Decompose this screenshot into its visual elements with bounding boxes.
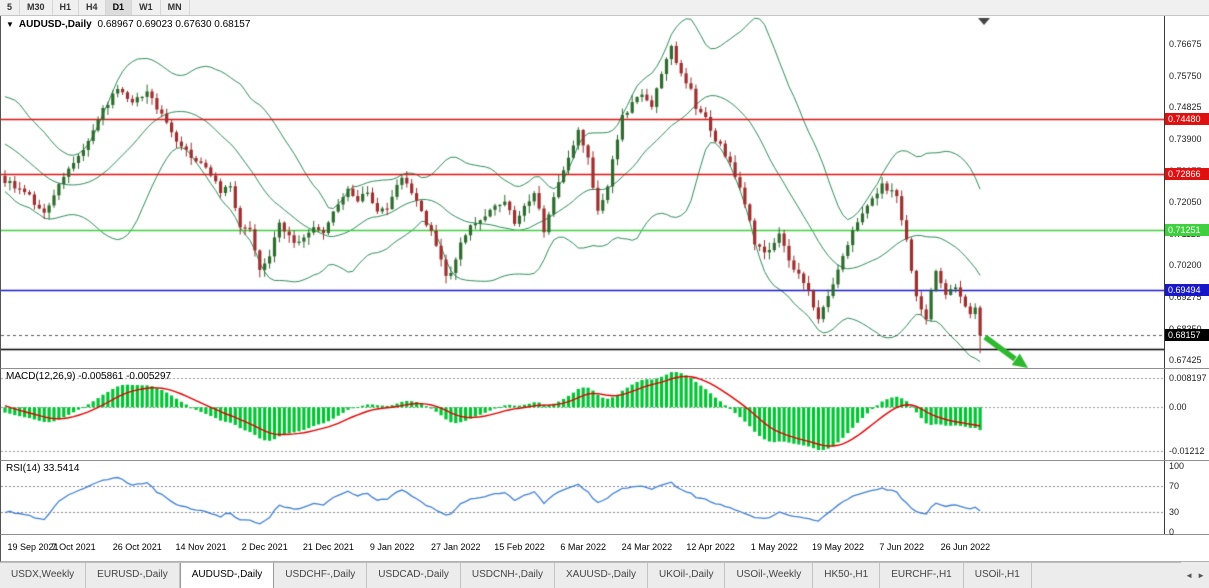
time-axis-label: 26 Oct 2021 (112, 542, 162, 552)
period-button-5[interactable]: 5 (0, 0, 21, 15)
price-level-badge: 0.74480 (1165, 113, 1209, 126)
chart-tab-hk50-h1[interactable]: HK50-,H1 (813, 563, 881, 588)
chart-tab-xauusd-daily[interactable]: XAUUSD-,Daily (554, 563, 648, 588)
price-scale-label: 0.74825 (1169, 102, 1202, 113)
rsi-scale-label: 30 (1169, 507, 1180, 518)
rsi-scale[interactable]: 100 70 30 0 (1164, 461, 1209, 537)
time-axis-label: 19 May 2022 (811, 542, 865, 552)
time-axis-label: 2 Dec 2021 (241, 542, 288, 552)
price-scale-label: 0.72050 (1169, 197, 1202, 208)
price-level-badge: 0.69494 (1165, 283, 1209, 296)
time-axis-label: 9 Jan 2022 (369, 542, 415, 552)
price-chart-canvas[interactable] (1, 16, 1164, 368)
chart-tab-eurusd-daily[interactable]: EURUSD-,Daily (86, 563, 180, 588)
rsi-scale-label: 70 (1169, 480, 1180, 491)
macd-canvas[interactable] (1, 369, 1164, 460)
chart-tab-ukoil-daily[interactable]: UKOil-,Daily (648, 563, 726, 588)
macd-scale[interactable]: 0.008197 0.00 -0.01212 (1164, 369, 1209, 460)
macd-scale-label: -0.01212 (1169, 446, 1205, 457)
chart-tab-audusd-daily[interactable]: AUDUSD-,Daily (179, 563, 275, 588)
time-axis-label: 7 Jun 2022 (879, 542, 924, 552)
price-scale[interactable]: 0.766750.757500.748250.739000.729750.720… (1164, 16, 1209, 368)
price-scale-label: 0.76675 (1169, 39, 1202, 50)
time-axis-label: 24 Mar 2022 (621, 542, 673, 552)
price-scale-label: 0.68350 (1169, 324, 1202, 334)
period-button-w1[interactable]: W1 (132, 0, 161, 15)
period-button-h4[interactable]: H4 (79, 0, 106, 15)
rsi-pane: RSI(14) 33.5414 100 70 30 0 (0, 461, 1209, 537)
price-level-badge: 0.71251 (1165, 223, 1209, 236)
chart-tab-usoil-h1[interactable]: USOil-,H1 (963, 563, 1032, 588)
period-button-m30[interactable]: M30 (20, 0, 53, 15)
macd-scale-label: 0.00 (1169, 402, 1187, 413)
price-scale-label: 0.69275 (1169, 292, 1202, 303)
time-axis-label: 26 Jun 2022 (940, 542, 991, 552)
chart-tab-usdcnh-daily[interactable]: USDCNH-,Daily (460, 563, 555, 588)
price-level-badge: 0.72866 (1165, 168, 1209, 181)
rsi-canvas[interactable] (1, 461, 1164, 534)
time-axis-label: 19 Sep 2021 (7, 542, 59, 552)
price-scale-label: 0.70200 (1169, 260, 1202, 271)
time-axis-label: 14 Nov 2021 (175, 542, 227, 552)
period-button-d1[interactable]: D1 (105, 0, 133, 15)
time-axis-label: 12 Apr 2022 (686, 542, 735, 552)
chart-tab-usdx-weekly[interactable]: USDX,Weekly (0, 563, 87, 588)
chart-tab-usdchf-daily[interactable]: USDCHF-,Daily (274, 563, 368, 588)
chart-tab-usoil-weekly[interactable]: USOil-,Weekly (725, 563, 814, 588)
time-axis-label: 7 Oct 2021 (51, 542, 96, 552)
chart-tab-usdcad-daily[interactable]: USDCAD-,Daily (367, 563, 461, 588)
time-axis-label: 6 Mar 2022 (560, 542, 606, 552)
chart-tab-eurchf-h1[interactable]: EURCHF-,H1 (880, 563, 964, 588)
price-scale-label: 0.75750 (1169, 70, 1202, 81)
time-axis-label: 21 Dec 2021 (302, 542, 354, 552)
price-pane: ▼ AUDUSD-,Daily 0.68967 0.69023 0.67630 0… (0, 16, 1209, 369)
tab-scroll-right-icon[interactable]: ► (1197, 570, 1205, 580)
time-axis-label: 15 Feb 2022 (494, 542, 545, 552)
price-level-badge: 0.68157 (1165, 329, 1209, 342)
rsi-scale-label: 0 (1169, 527, 1175, 537)
period-button-mn[interactable]: MN (161, 0, 190, 15)
time-axis[interactable]: 19 Sep 2021 7 Oct 2021 26 Oct 2021 14 Nov 2… (0, 535, 1209, 562)
time-axis-label: 1 May 2022 (750, 542, 798, 552)
tab-scroll-left-icon[interactable]: ◄ (1185, 570, 1194, 580)
timeframe-toolbar: 5 M30 H1 H4 D1 W1 MN (0, 0, 1209, 16)
rsi-scale-label: 100 (1169, 461, 1185, 471)
tab-scroll-buttons: ◄ ► (1181, 562, 1209, 588)
period-button-h1[interactable]: H1 (53, 0, 80, 15)
macd-pane: MACD(12,26,9) -0.005861 -0.005297 0.0081… (0, 369, 1209, 461)
time-axis-label: 27 Jan 2022 (431, 542, 481, 552)
macd-scale-label: 0.008197 (1169, 372, 1207, 383)
price-scale-label: 0.67425 (1169, 355, 1202, 366)
price-scale-label: 0.73900 (1169, 134, 1202, 144)
chart-tab-strip: USDX,Weekly EURUSD-,Daily AUDUSD-,Daily USD… (0, 562, 1209, 588)
